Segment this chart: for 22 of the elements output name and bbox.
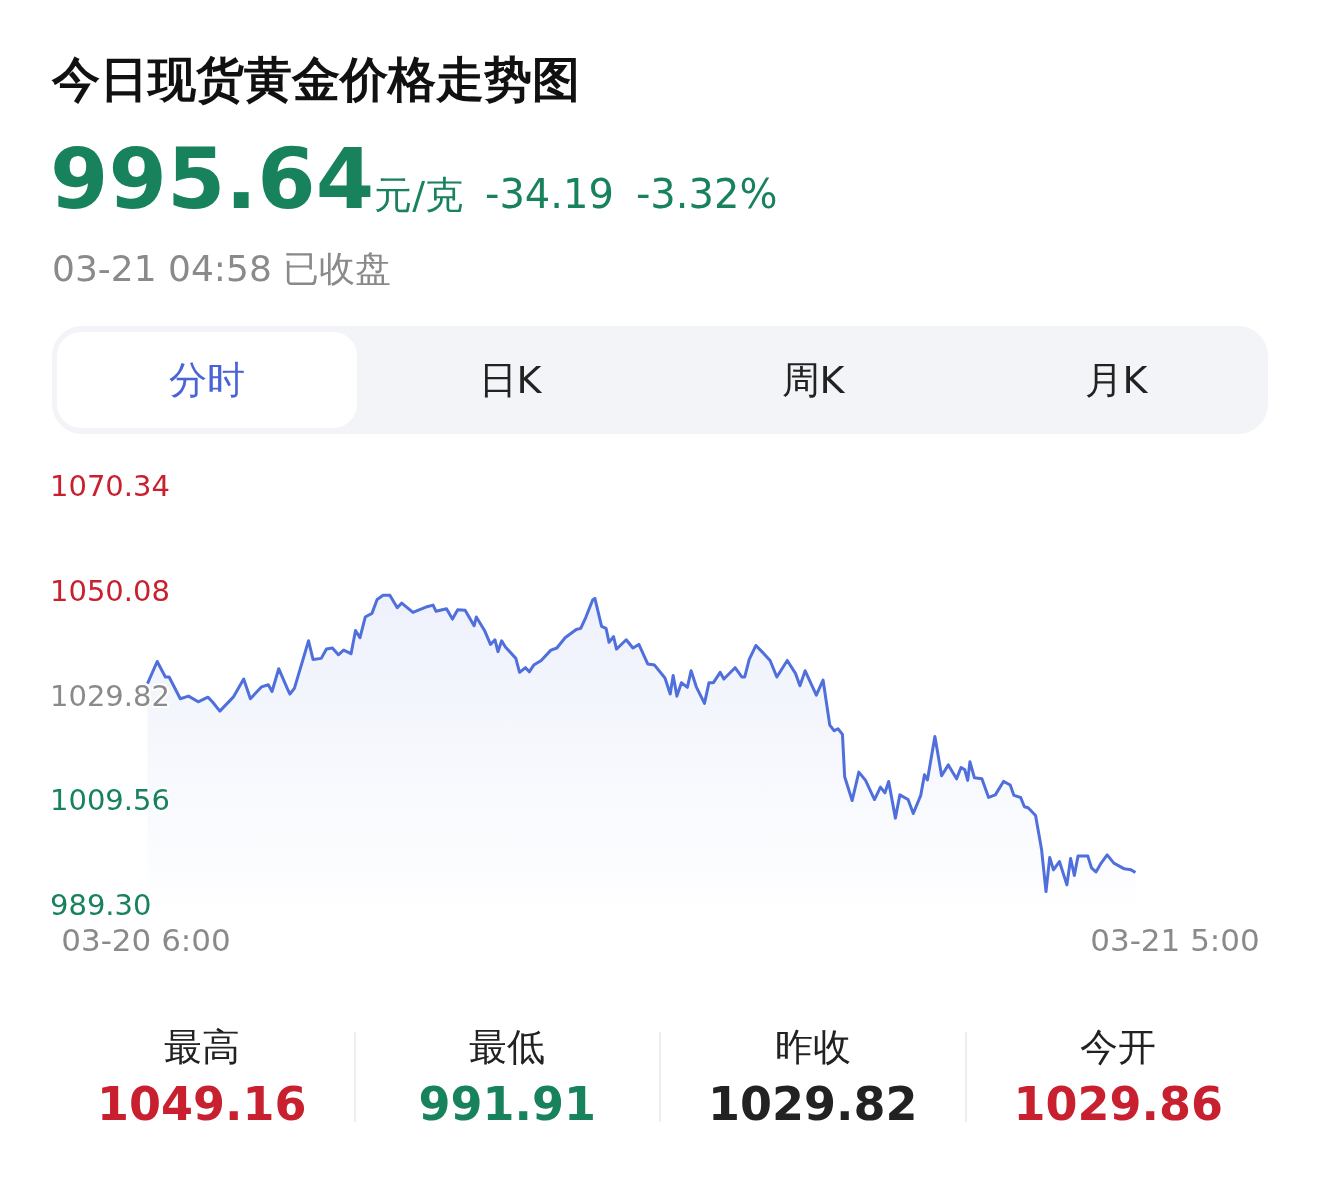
text: 日K [477, 356, 543, 404]
chart-title: 今日现货黄金价格走势图 [52, 50, 580, 109]
chart-subtitle: 995.64元/克 -34.19 -3.32% [50, 130, 778, 228]
x-tick-label: 03-21 5:00 [1090, 922, 1260, 958]
text: 最低 [468, 1024, 547, 1071]
y-tick-label: 1029.82 [50, 678, 170, 713]
y-tick-label: 1050.08 [50, 573, 170, 608]
text: 1029.82 [707, 1077, 919, 1131]
text: 991.91 [417, 1077, 597, 1131]
text: 昨收 [773, 1024, 852, 1071]
text: 1029.86 [1012, 1077, 1224, 1131]
y-tick-label: 1070.34 [50, 469, 170, 503]
text: 03-21 04:58 已收盘 [52, 247, 392, 291]
text: 1049.16 [96, 1077, 308, 1131]
y-tick-label: 1009.56 [50, 783, 170, 818]
text: 今开 [1079, 1024, 1158, 1071]
text: 月K [1083, 356, 1149, 404]
text: 周K [780, 356, 846, 404]
text: 分时 [57, 332, 357, 428]
y-tick-label: 989.30 [50, 888, 152, 922]
text: 最高 [162, 1024, 241, 1071]
x-tick-label: 03-20 6:00 [61, 922, 231, 958]
